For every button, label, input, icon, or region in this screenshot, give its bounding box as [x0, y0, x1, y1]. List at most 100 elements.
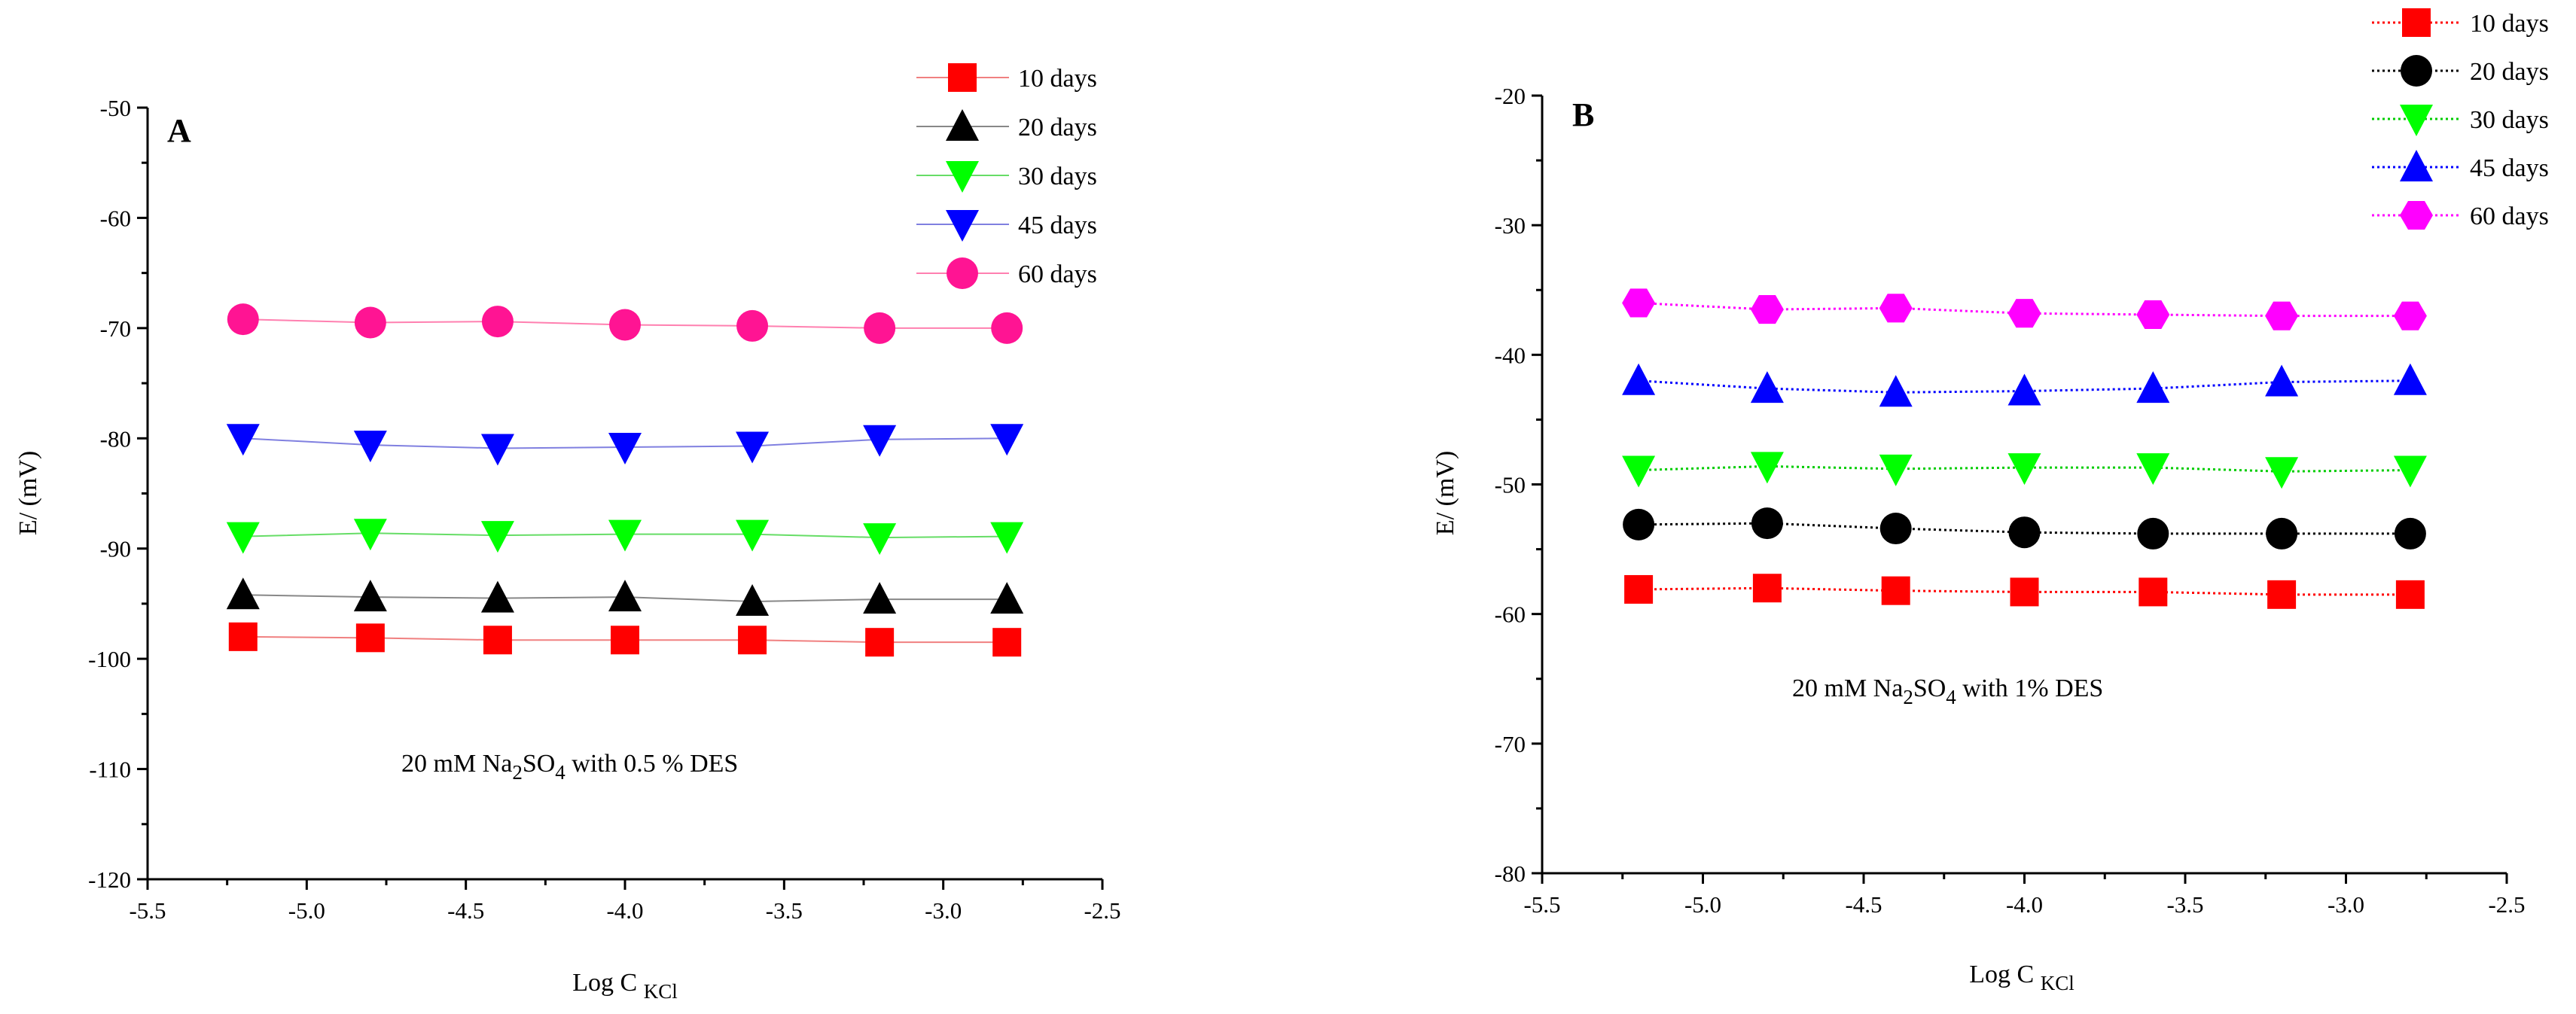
series-30-days: [1622, 452, 2427, 489]
legend-marker: [2400, 150, 2433, 181]
data-point: [990, 424, 1024, 456]
data-point: [353, 580, 387, 612]
data-point: [354, 306, 386, 339]
series-20-days: [226, 577, 1024, 616]
data-point: [2395, 580, 2425, 609]
data-point: [353, 431, 387, 463]
data-point: [611, 626, 639, 655]
panel-label: B: [1572, 96, 1594, 133]
data-point: [2007, 373, 2041, 406]
legend-label: 45 days: [2470, 154, 2549, 182]
legend-entry: 45 days: [916, 210, 1097, 242]
y-tick-label: -50: [1495, 472, 1526, 498]
data-point: [353, 519, 387, 551]
data-point: [480, 521, 514, 553]
data-point: [227, 303, 259, 336]
legend-marker: [948, 63, 977, 92]
series-45-days: [1622, 363, 2427, 407]
series-45-days: [226, 424, 1024, 466]
legend-marker: [946, 210, 979, 242]
data-point: [2267, 580, 2297, 609]
data-point: [226, 424, 260, 456]
data-point: [608, 519, 642, 552]
x-axis-title: Log C KCl: [1969, 961, 2074, 994]
y-axis-title: E/ (mV): [1431, 451, 1459, 535]
data-point: [1881, 576, 1910, 605]
legend-label: 30 days: [2470, 106, 2549, 134]
y-tick-label: -60: [1495, 601, 1526, 628]
series-30-days: [226, 519, 1024, 556]
x-tick-label: -3.0: [925, 897, 962, 924]
y-axis-title: E/ (mV): [14, 451, 42, 535]
legend-label: 45 days: [1018, 212, 1097, 239]
x-tick-label: -4.5: [447, 897, 484, 924]
x-tick-label: -3.5: [2166, 891, 2203, 918]
y-tick-label: -30: [1495, 212, 1526, 239]
x-tick-label: -5.5: [129, 897, 166, 924]
data-point: [2136, 453, 2170, 486]
data-point: [2137, 517, 2169, 550]
legend-entry: 45 days: [2372, 150, 2549, 182]
data-point: [228, 622, 258, 651]
data-point: [1879, 454, 1913, 486]
legend-label: 30 days: [1018, 163, 1097, 190]
data-point: [1750, 452, 1784, 484]
x-tick-label: -5.5: [1523, 891, 1560, 918]
data-point: [1879, 375, 1913, 407]
series-10-days: [228, 622, 1022, 657]
data-point: [480, 580, 514, 613]
data-point: [2136, 300, 2170, 330]
data-point: [1750, 371, 1784, 403]
data-point: [1624, 574, 1654, 604]
legend-label: 60 days: [2470, 202, 2549, 230]
data-point: [355, 623, 385, 653]
data-point: [226, 522, 260, 554]
data-point: [2007, 299, 2041, 328]
x-axis-title: Log C KCl: [572, 969, 677, 1003]
data-point: [2265, 457, 2299, 489]
data-point: [1879, 294, 1913, 323]
data-point: [863, 582, 897, 614]
data-point: [480, 434, 514, 466]
data-point: [2394, 517, 2426, 550]
y-tick-label: -100: [88, 646, 131, 672]
data-point: [738, 626, 767, 655]
legend-marker: [2402, 8, 2431, 37]
x-tick-label: -5.0: [1684, 891, 1721, 918]
series-20-days: [1623, 507, 2426, 550]
x-tick-label: -4.5: [1845, 891, 1882, 918]
x-tick-label: -2.5: [2488, 891, 2525, 918]
legend-marker: [2400, 105, 2433, 136]
x-tick-label: -3.0: [2328, 891, 2364, 918]
data-point: [1622, 288, 1656, 318]
data-point: [609, 309, 641, 341]
y-tick-label: -60: [100, 205, 131, 231]
y-tick-label: -120: [88, 866, 131, 893]
data-point: [2007, 453, 2041, 486]
legend-entry: 60 days: [916, 257, 1097, 289]
data-point: [990, 522, 1024, 554]
legend-marker: [947, 257, 978, 289]
data-point: [483, 626, 512, 655]
annotation-text: 20 mM Na2SO4 with 1% DES: [1792, 674, 2103, 708]
legend-label: 10 days: [2470, 10, 2549, 38]
y-tick-label: -80: [100, 425, 131, 452]
y-tick-label: -50: [100, 95, 131, 121]
x-tick-label: -4.0: [2006, 891, 2043, 918]
legend-entry: 60 days: [2372, 200, 2549, 230]
y-tick-label: -70: [1495, 731, 1526, 757]
data-point: [1752, 574, 1782, 603]
data-point: [1623, 508, 1655, 540]
data-point: [863, 523, 897, 556]
data-point: [2010, 577, 2039, 607]
data-point: [992, 628, 1022, 657]
legend-label: 10 days: [1018, 65, 1097, 93]
data-point: [990, 582, 1024, 614]
legend-label: 60 days: [1018, 260, 1097, 288]
data-point: [2139, 577, 2168, 607]
data-point: [1622, 363, 1656, 395]
legend-entry: 20 days: [2372, 55, 2549, 87]
data-point: [864, 312, 896, 344]
legend-marker: [2401, 55, 2432, 87]
